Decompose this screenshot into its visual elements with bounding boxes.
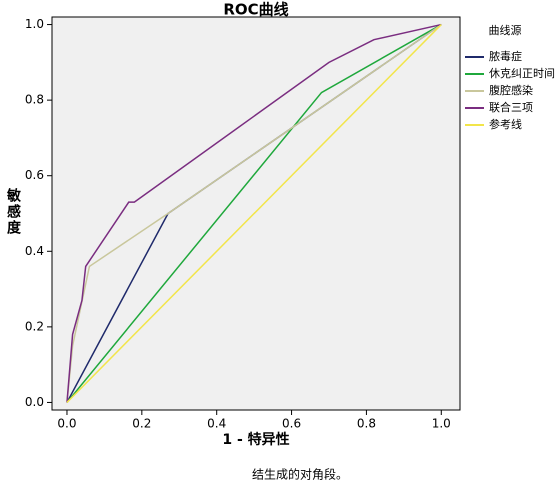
plot-area [51, 16, 461, 411]
chart-title: ROC曲线 [223, 1, 288, 19]
legend-label: 脓毒症 [489, 49, 522, 63]
legend-label: 参考线 [489, 117, 522, 131]
roc-line [66, 23, 442, 403]
y-tick-label: 0.8 [25, 93, 44, 107]
roc-line [66, 24, 442, 403]
y-tick-label: 0.6 [25, 168, 44, 182]
legend-label: 腹腔感染 [489, 83, 533, 97]
x-axis-label: 1 - 特异性 [222, 431, 289, 448]
y-tick-label: 0.2 [25, 319, 44, 333]
footnote: 结生成的对角段。 [252, 467, 348, 482]
legend-label: 联合三项 [489, 100, 533, 114]
y-tick-label: 0.0 [25, 395, 44, 409]
x-tick-label: 0.8 [357, 417, 376, 431]
x-tick-label: 0.0 [57, 417, 76, 431]
legend-title: 曲线源 [489, 23, 522, 37]
roc-line [66, 23, 442, 403]
x-tick-label: 0.2 [132, 417, 151, 431]
y-axis-label: 敏感度 [5, 187, 22, 236]
y-tick-label: 0.4 [25, 244, 44, 258]
x-tick-label: 0.6 [282, 417, 301, 431]
x-tick-label: 0.4 [207, 417, 226, 431]
legend-label: 休克纠正时间 [489, 67, 555, 80]
x-tick-label: 1.0 [432, 417, 451, 431]
y-tick-label: 1.0 [25, 17, 44, 31]
